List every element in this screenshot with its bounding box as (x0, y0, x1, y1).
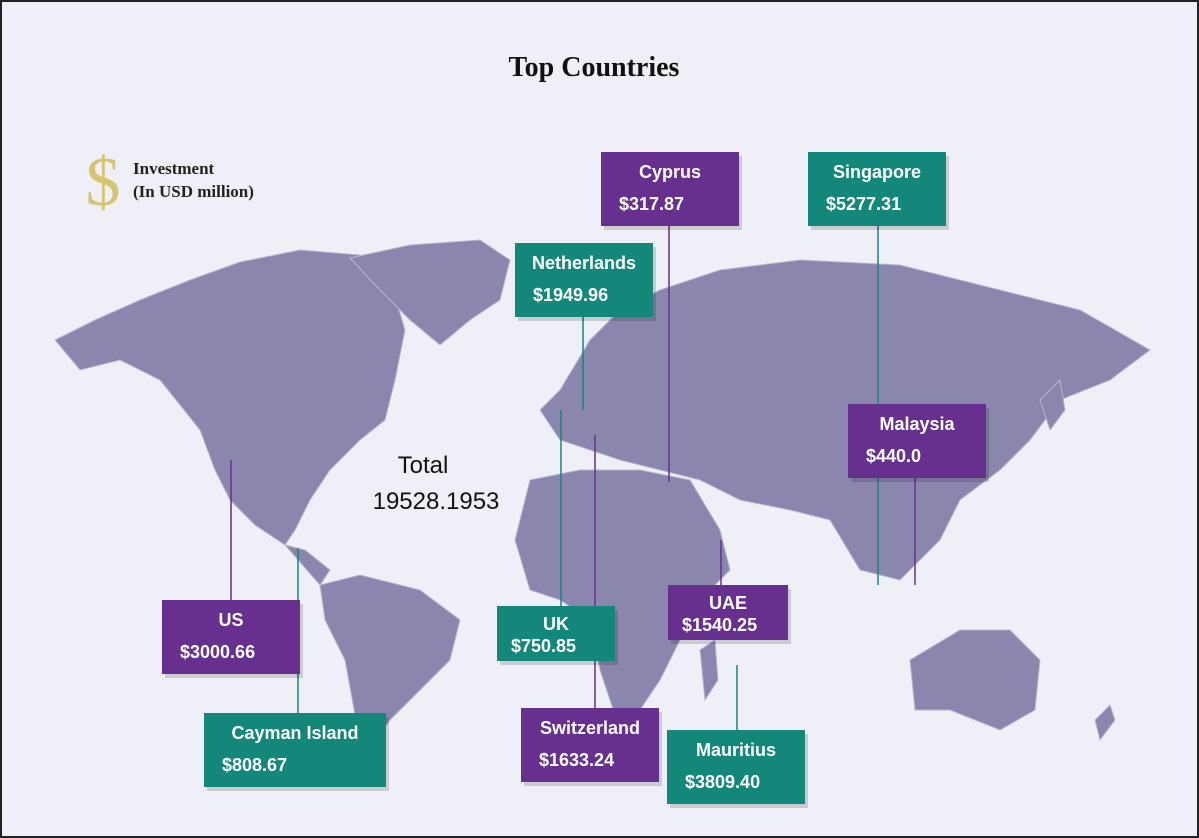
box (667, 730, 805, 804)
legend-symbol: $ (86, 144, 121, 221)
country-box: Mauritius $3809.40 (667, 730, 808, 808)
country-box: Cayman Island $808.67 (204, 713, 389, 791)
country-value: $3809.40 (685, 772, 760, 792)
country-name: Cayman Island (231, 723, 358, 743)
country-name: UAE (709, 593, 747, 613)
box (162, 600, 300, 674)
country-box: Cyprus $317.87 (601, 152, 742, 230)
country-value: $317.87 (619, 194, 684, 214)
country-value: $808.67 (222, 755, 287, 775)
box (497, 606, 615, 661)
country-box: UK$750.85 (497, 606, 618, 665)
country-name: Cyprus (639, 162, 701, 182)
country-box: Switzerland $1633.24 (521, 708, 662, 786)
box (521, 708, 659, 782)
country-value: $440.0 (866, 446, 921, 466)
country-name: Switzerland (540, 718, 640, 738)
title: Top Countries (509, 52, 680, 83)
country-box: Singapore $5277.31 (808, 152, 949, 230)
legend-text: Investment (133, 159, 215, 178)
country-box: Netherlands $1949.96 (515, 243, 656, 321)
country-name: Singapore (833, 162, 921, 182)
country-value: $5277.31 (826, 194, 901, 214)
box (601, 152, 739, 226)
country-name: UK (543, 614, 569, 634)
country-name: Mauritius (696, 740, 776, 760)
country-box: US $3000.66 (162, 600, 303, 678)
box (204, 713, 386, 787)
country-box: UAE$1540.25 (668, 585, 791, 644)
box (808, 152, 946, 226)
total-label: Total (398, 452, 449, 479)
country-name: Malaysia (879, 414, 955, 434)
country-value: $750.85 (511, 636, 576, 656)
box (515, 243, 653, 317)
country-value: $1540.25 (682, 615, 757, 635)
country-value: $1633.24 (539, 750, 614, 770)
box (668, 585, 788, 640)
country-value: $3000.66 (180, 642, 255, 662)
country-name: Netherlands (532, 253, 636, 273)
total-value: 19528.1953 (373, 488, 500, 515)
country-boxes: Cyprus $317.87 Singapore $5277.31 Netherland… (162, 152, 989, 808)
country-value: $1949.96 (533, 285, 608, 305)
box (848, 404, 986, 478)
world-map (54, 239, 1151, 757)
country-name: US (218, 610, 243, 630)
legend-text: (In USD million) (133, 182, 254, 201)
country-box: Malaysia $440.0 (848, 404, 989, 482)
